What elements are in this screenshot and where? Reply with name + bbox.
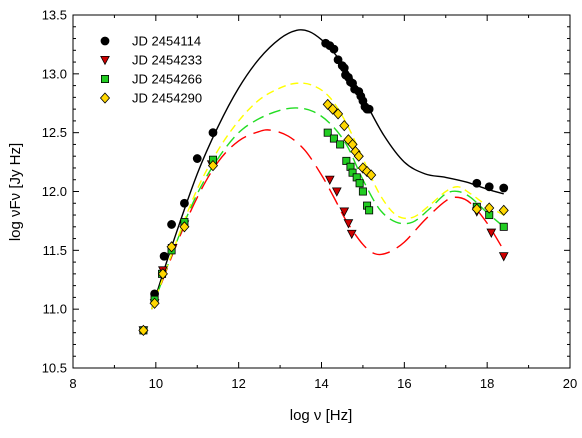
data-point [358, 187, 367, 196]
data-point [484, 182, 494, 192]
data-point [327, 103, 338, 115]
legend-marker [100, 36, 110, 46]
y-tick-label: 12.5 [42, 125, 67, 140]
axis-ticks [72, 14, 571, 369]
legend-label: JD 2454233 [132, 53, 202, 68]
x-tick-label: 14 [314, 376, 328, 391]
data-point [366, 169, 377, 181]
legend-label: JD 2454114 [132, 34, 201, 49]
data-point [499, 222, 508, 231]
data-point [159, 251, 169, 261]
y-tick-label: 11.0 [43, 302, 67, 317]
x-tick-label: 10 [149, 376, 163, 391]
data-point [339, 120, 350, 132]
x-tick-label: 16 [397, 376, 411, 391]
data-point [339, 63, 349, 73]
x-tick-label: 8 [69, 376, 76, 391]
data-point [192, 154, 202, 163]
data-point [498, 252, 509, 262]
y-tick-label: 13.0 [42, 66, 67, 81]
legend-marker [101, 75, 110, 84]
data-point [179, 221, 190, 233]
data-point [365, 206, 374, 215]
data-point [166, 241, 177, 253]
x-tick-label: 18 [480, 376, 494, 391]
x-axis-title: log ν [Hz] [290, 407, 353, 424]
data-point [364, 104, 374, 114]
data-markers [138, 38, 509, 336]
data-point [149, 297, 160, 309]
data-point [472, 178, 482, 188]
data-point [208, 128, 218, 138]
y-tick-labels: 10.5 11.0 11.5 12.0 12.5 13.0 13.5 [42, 8, 67, 376]
data-point [333, 55, 343, 65]
data-point [180, 198, 189, 208]
model-curve [151, 107, 505, 310]
y-tick-label: 12.0 [42, 184, 67, 199]
data-point [484, 202, 495, 214]
data-point [339, 207, 350, 217]
y-tick-label: 10.5 [42, 361, 67, 376]
data-point [324, 175, 335, 185]
data-point [329, 134, 338, 143]
data-point [486, 228, 497, 238]
legend-label: JD 2454266 [132, 72, 202, 87]
data-point [499, 183, 509, 193]
data-point [342, 156, 351, 165]
data-point [329, 44, 339, 54]
data-point [167, 220, 176, 229]
x-tick-label: 20 [563, 376, 577, 391]
legend-marker [99, 92, 111, 104]
legend-marker [100, 56, 110, 66]
data-point [355, 179, 364, 188]
data-point [323, 128, 332, 137]
data-point [353, 150, 364, 162]
legend-label: JD 2454290 [132, 91, 202, 106]
y-tick-label: 11.5 [43, 243, 67, 258]
x-tick-label: 12 [231, 376, 245, 391]
data-point [333, 108, 344, 120]
data-point [346, 229, 357, 240]
x-tick-labels: 8 10 12 14 16 18 20 [69, 376, 577, 391]
data-point [138, 324, 149, 336]
data-point [207, 160, 219, 172]
data-point [157, 268, 168, 280]
data-point [343, 219, 354, 229]
legend: JD 2454114 JD 2454233 JD 2454266 JD 2454290 [99, 34, 202, 106]
model-curve [151, 82, 505, 310]
y-tick-label: 13.5 [42, 8, 67, 23]
data-point [471, 203, 482, 215]
data-point [336, 140, 345, 149]
y-axis-title: log νFν [Jy Hz] [7, 143, 24, 241]
data-point [331, 187, 342, 197]
data-point [348, 168, 357, 177]
data-point [498, 204, 509, 216]
